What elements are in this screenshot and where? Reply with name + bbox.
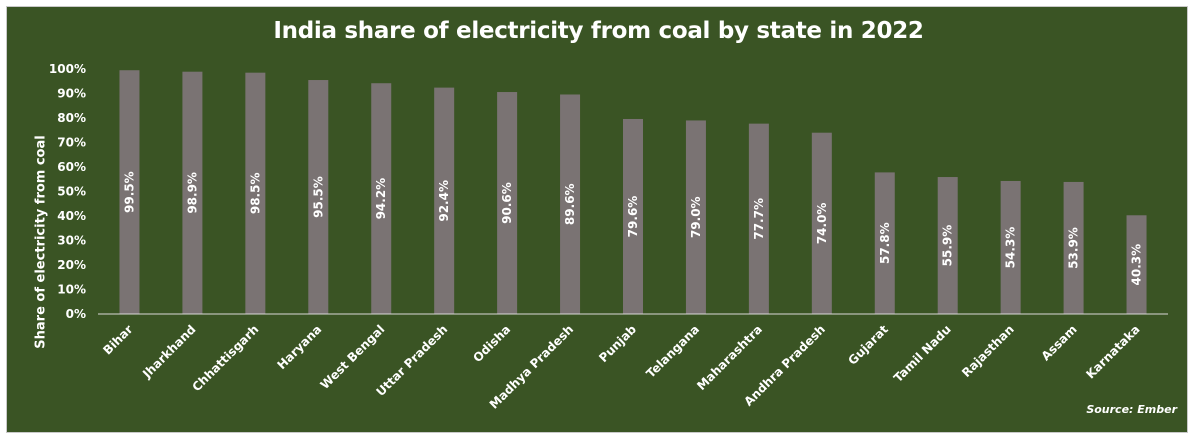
bar	[937, 177, 958, 314]
y-tick-label: 0%	[66, 307, 86, 321]
bar	[308, 80, 329, 315]
category-label: Chhattisgarh	[189, 322, 261, 394]
category-label: Punjab	[596, 322, 639, 365]
source-note: Source: Ember	[1086, 403, 1177, 416]
data-label: 95.5%	[311, 176, 325, 218]
data-label: 79.6%	[626, 196, 640, 238]
y-tick-label: 90%	[57, 87, 86, 101]
bar	[119, 70, 140, 314]
bar	[245, 72, 266, 314]
y-tick-label: 60%	[57, 160, 86, 174]
data-label: 74.0%	[815, 203, 829, 245]
data-label: 89.6%	[563, 183, 577, 225]
data-label: 98.9%	[185, 172, 199, 214]
data-label: 54.3%	[1004, 227, 1018, 269]
chart-background	[6, 6, 1188, 433]
category-label: Assam	[1039, 322, 1080, 363]
bar	[182, 71, 203, 314]
category-label: Telangana	[644, 322, 703, 381]
bar	[748, 123, 769, 314]
bar	[685, 120, 706, 314]
bar	[1126, 215, 1147, 314]
data-label: 57.8%	[878, 222, 892, 264]
bar	[811, 132, 832, 314]
category-label: Gujarat	[845, 322, 891, 368]
bar	[560, 94, 581, 314]
category-label: Haryana	[274, 322, 324, 372]
data-label: 99.5%	[122, 171, 136, 213]
category-label: Odisha	[470, 322, 513, 365]
y-tick-label: 40%	[57, 209, 86, 223]
data-label: 92.4%	[437, 180, 451, 222]
y-tick-label: 20%	[57, 258, 86, 272]
bar	[434, 87, 455, 315]
bar	[623, 118, 643, 314]
y-tick-label: 70%	[57, 136, 86, 150]
data-label: 53.9%	[1067, 227, 1081, 269]
chart-title: India share of electricity from coal by …	[273, 18, 924, 44]
y-tick-label: 30%	[57, 234, 86, 248]
category-label: Karnataka	[1083, 322, 1142, 381]
category-label: Rajasthan	[959, 322, 1017, 380]
category-label: Bihar	[100, 322, 135, 357]
y-tick-label: 10%	[57, 283, 86, 297]
bar	[1000, 180, 1021, 314]
data-label: 90.6%	[500, 182, 514, 224]
y-tick-label: 100%	[49, 62, 86, 76]
data-label: 94.2%	[374, 178, 388, 220]
bar	[371, 83, 392, 315]
category-label: Tamil Nadu	[891, 322, 954, 385]
category-label: Maharashtra	[694, 322, 765, 393]
category-label: Jharkhand	[139, 322, 198, 381]
bar	[497, 92, 518, 314]
bar	[1063, 181, 1084, 314]
data-label: 55.9%	[941, 225, 955, 267]
category-label: West Bengal	[318, 322, 388, 392]
data-label: 98.5%	[248, 173, 262, 215]
y-tick-label: 80%	[57, 111, 86, 125]
data-label: 79.0%	[689, 196, 703, 238]
bar	[874, 172, 895, 314]
data-label: 40.3%	[1130, 244, 1144, 286]
data-label: 77.7%	[752, 198, 766, 240]
y-tick-label: 50%	[57, 185, 86, 199]
